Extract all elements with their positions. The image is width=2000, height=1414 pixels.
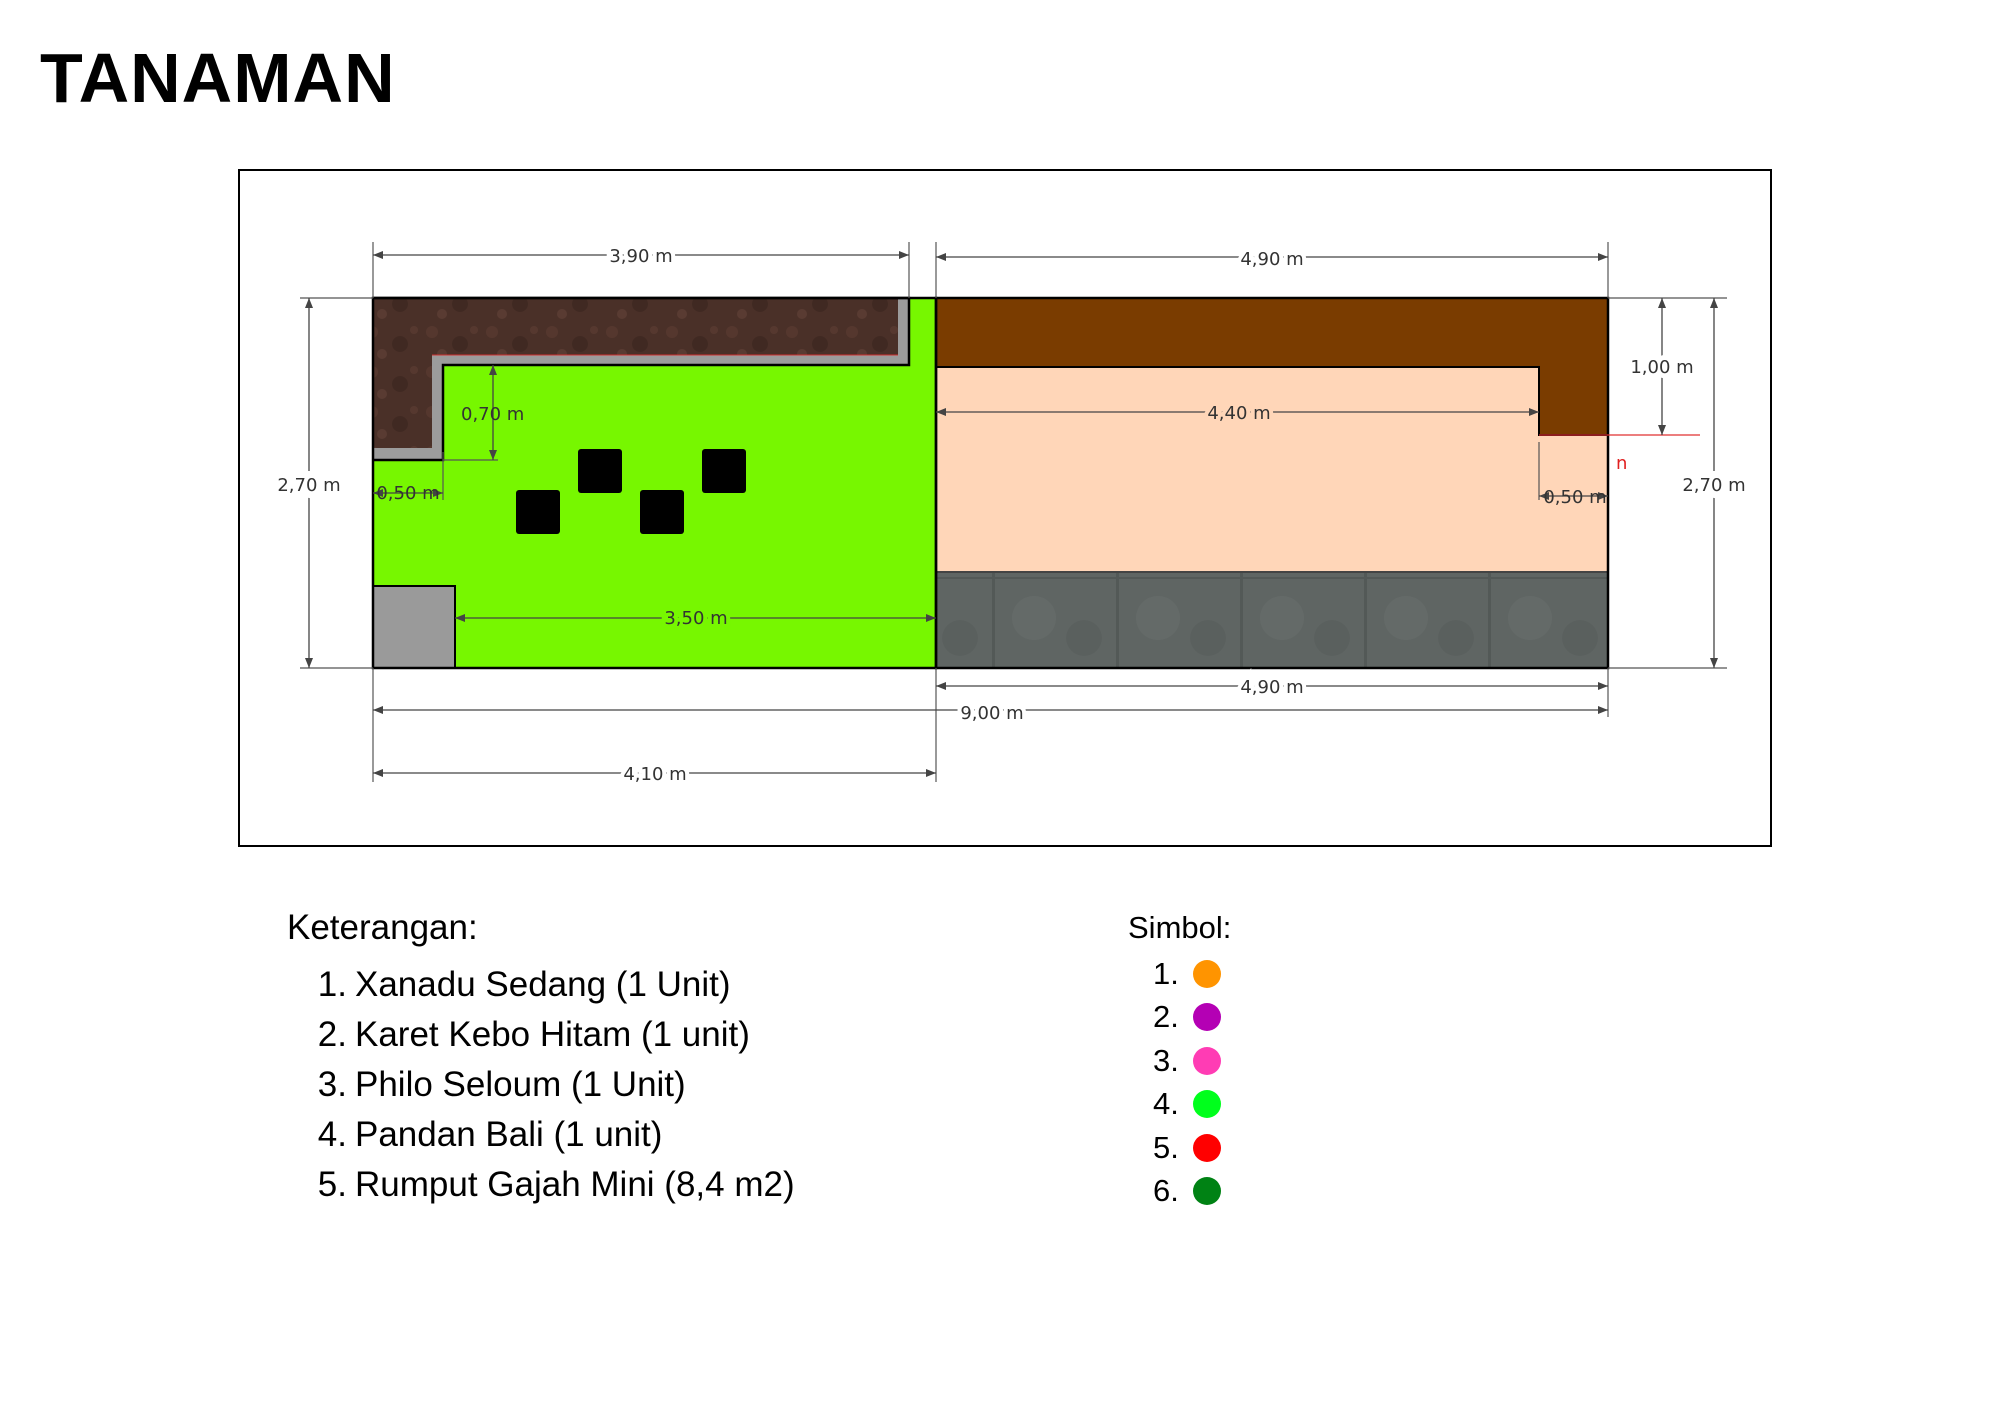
symbol-row: 4. [1128, 1083, 1231, 1127]
legend-item-label: Rumput Gajah Mini (8,4 m2) [355, 1165, 795, 1204]
page-title: TANAMAN [40, 39, 396, 117]
plant-square [516, 490, 560, 534]
dim-left-height: 2,70 m [277, 475, 340, 496]
plant-square [640, 490, 684, 534]
legend-item-label: Karet Kebo Hitam (1 unit) [355, 1015, 750, 1054]
symbol-number: 4. [1153, 1086, 1179, 1122]
dim-inner-350: 3,50 m [664, 608, 727, 629]
symbol-number: 1. [1153, 955, 1179, 991]
symbol-dot [1193, 1090, 1221, 1119]
legend-item-number: 3. [317, 1065, 347, 1104]
plant-square [702, 449, 746, 493]
symbol-legend-title: Simbol: [1128, 910, 1232, 945]
symbol-dot [1193, 1133, 1221, 1162]
legend-item-number: 5. [317, 1165, 347, 1204]
dim-inner-440: 4,40 m [1207, 403, 1270, 424]
legend-item-label: Philo Seloum (1 Unit) [355, 1065, 686, 1104]
plant-square [578, 449, 622, 493]
legend-item-number: 1. [317, 965, 347, 1004]
symbol-number: 3. [1153, 1042, 1179, 1078]
symbol-row: 5. [1128, 1126, 1231, 1170]
stone-paving [936, 572, 1608, 668]
symbol-dot [1193, 1046, 1221, 1075]
legend-item: 2. Karet Kebo Hitam (1 unit) [287, 1010, 795, 1060]
symbol-number: 2. [1153, 999, 1179, 1035]
symbol-row: 6. [1128, 1170, 1231, 1214]
site-plan-frame: 3,90 m 4,90 m 2,70 m 2,70 m 1,00 m 0,70 … [238, 169, 1772, 847]
symbol-legend: Simbol: 1. 2. 3. 4. 5. 6. [1128, 910, 1231, 1213]
symbol-dot [1193, 1177, 1221, 1206]
legend-item: 1. Xanadu Sedang (1 Unit) [287, 960, 795, 1010]
legend-item: 5. Rumput Gajah Mini (8,4 m2) [287, 1160, 795, 1210]
legend-item-label: Xanadu Sedang (1 Unit) [355, 965, 731, 1004]
dim-top-left: 3,90 m [609, 246, 672, 267]
legend: Keterangan: 1. Xanadu Sedang (1 Unit) 2. K… [287, 908, 795, 1210]
dim-inner-050-left: 0,50 m [376, 483, 439, 504]
dim-right-height: 2,70 m [1682, 475, 1745, 496]
legend-title: Keterangan: [287, 908, 478, 947]
dim-bottom-900: 9,00 m [960, 703, 1023, 724]
legend-item-label: Pandan Bali (1 unit) [355, 1115, 663, 1154]
dim-inner-070: 0,70 m [461, 404, 524, 425]
dim-red-fragment: n [1616, 453, 1627, 474]
symbol-row: 1. [1128, 952, 1231, 996]
symbol-row: 3. [1128, 1039, 1231, 1083]
dim-right-100: 1,00 m [1630, 357, 1693, 378]
legend-item: 3. Philo Seloum (1 Unit) [287, 1060, 795, 1110]
dim-bottom-490: 4,90 m [1240, 677, 1303, 698]
dim-inner-050-right: 0,50 m [1543, 487, 1606, 508]
legend-item-number: 4. [317, 1115, 347, 1154]
site-plan: 3,90 m 4,90 m 2,70 m 2,70 m 1,00 m 0,70 … [270, 242, 1753, 789]
soil-bed [373, 298, 898, 448]
symbol-number: 6. [1153, 1173, 1179, 1209]
legend-item-number: 2. [317, 1015, 347, 1054]
symbol-number: 5. [1153, 1129, 1179, 1165]
legend-list: 1. Xanadu Sedang (1 Unit) 2. Karet Kebo Hi… [287, 960, 795, 1210]
dim-top-right: 4,90 m [1240, 249, 1303, 270]
concrete-block [372, 585, 456, 669]
symbol-dot [1193, 959, 1221, 988]
symbol-row: 2. [1128, 996, 1231, 1040]
legend-item: 4. Pandan Bali (1 unit) [287, 1110, 795, 1160]
symbol-dot [1193, 1003, 1221, 1032]
dim-bottom-410: 4,10 m [623, 764, 686, 785]
